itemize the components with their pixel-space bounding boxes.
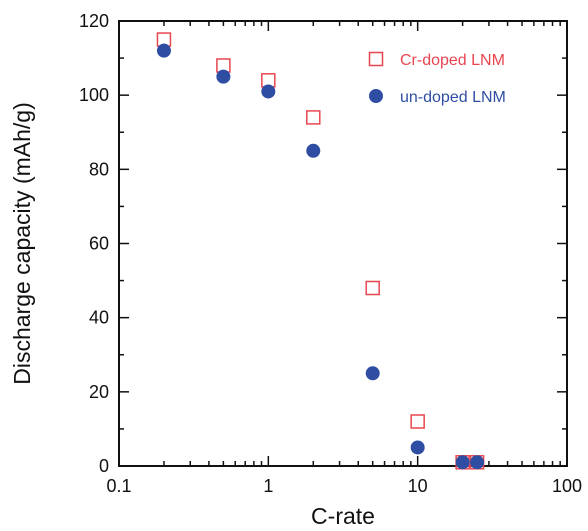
data-point [455, 455, 470, 470]
series-2 [156, 43, 485, 470]
x-tick-label: 100 [552, 476, 582, 496]
data-points [156, 32, 485, 470]
data-point [410, 440, 425, 455]
tick-labels: 0.1 1 10 100 0 20 40 60 80 100 120 [79, 11, 582, 496]
data-point [365, 280, 380, 296]
legend: Cr-doped LNM un-doped LNM [368, 51, 506, 106]
data-point [216, 69, 231, 84]
y-tick-label: 40 [89, 308, 109, 328]
data-point [156, 43, 171, 58]
x-tick-label: 1 [263, 476, 273, 496]
data-point [470, 455, 485, 470]
y-tick-label: 80 [89, 159, 109, 179]
data-point [261, 84, 276, 99]
y-tick-label: 60 [89, 234, 109, 254]
y-axis-label: Discharge capacity (mAh/g) [9, 102, 35, 385]
x-axis-label: C-rate [311, 503, 375, 529]
x-tick-label: 0.1 [106, 476, 131, 496]
legend-label: un-doped LNM [400, 89, 506, 106]
data-point [306, 110, 321, 125]
y-tick-label: 120 [79, 11, 109, 31]
axes [118, 20, 568, 467]
data-point [365, 366, 380, 381]
x-tick-label: 10 [408, 476, 428, 496]
y-tick-label: 100 [79, 85, 109, 105]
legend-marker [368, 51, 384, 67]
y-tick-label: 20 [89, 382, 109, 402]
data-point [410, 414, 425, 429]
plot-frame [118, 20, 568, 467]
ticks [118, 20, 568, 467]
legend-marker [369, 89, 383, 103]
data-point [306, 143, 321, 158]
legend-label: Cr-doped LNM [400, 52, 505, 69]
y-tick-label: 0 [99, 456, 109, 476]
